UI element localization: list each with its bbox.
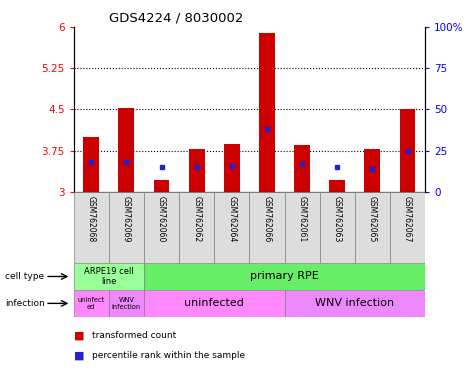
Bar	[118, 108, 134, 192]
Text: GDS4224 / 8030002: GDS4224 / 8030002	[109, 11, 243, 24]
Bar	[179, 192, 214, 263]
Text: primary RPE: primary RPE	[250, 271, 319, 281]
Bar	[320, 192, 355, 263]
Bar	[144, 263, 425, 290]
Bar	[74, 263, 144, 290]
Text: uninfected: uninfected	[184, 298, 244, 308]
Bar	[285, 290, 425, 317]
Bar	[144, 290, 285, 317]
Bar	[83, 137, 99, 192]
Bar	[355, 192, 390, 263]
Text: GSM762061: GSM762061	[298, 195, 306, 242]
Bar	[285, 192, 320, 263]
Bar	[390, 192, 425, 263]
Text: WNV
infection: WNV infection	[112, 297, 141, 310]
Text: ■: ■	[74, 331, 84, 341]
Text: percentile rank within the sample: percentile rank within the sample	[92, 351, 245, 360]
Text: transformed count: transformed count	[92, 331, 176, 341]
Bar	[214, 192, 249, 263]
Text: GSM762069: GSM762069	[122, 195, 131, 242]
Bar	[144, 192, 179, 263]
Bar	[364, 149, 380, 192]
Bar	[329, 180, 345, 192]
Text: GSM762065: GSM762065	[368, 195, 377, 242]
Bar	[153, 180, 170, 192]
Text: GSM762060: GSM762060	[157, 195, 166, 242]
Text: GSM762064: GSM762064	[228, 195, 236, 242]
Text: GSM762068: GSM762068	[87, 195, 95, 242]
Text: GSM762067: GSM762067	[403, 195, 412, 242]
Text: GSM762066: GSM762066	[263, 195, 271, 242]
Text: ■: ■	[74, 350, 84, 360]
Bar	[224, 144, 240, 192]
Bar	[294, 145, 310, 192]
Text: GSM762062: GSM762062	[192, 195, 201, 242]
Bar	[74, 192, 109, 263]
Text: WNV infection: WNV infection	[315, 298, 394, 308]
Text: GSM762063: GSM762063	[333, 195, 342, 242]
Bar	[189, 149, 205, 192]
Bar	[74, 290, 109, 317]
Bar	[109, 192, 144, 263]
Bar	[109, 290, 144, 317]
Text: infection: infection	[5, 299, 45, 308]
Bar	[399, 109, 416, 192]
Bar	[259, 33, 275, 192]
Text: ARPE19 cell
line: ARPE19 cell line	[84, 267, 133, 286]
Bar	[249, 192, 285, 263]
Text: cell type: cell type	[5, 272, 44, 281]
Text: uninfect
ed: uninfect ed	[77, 297, 105, 310]
